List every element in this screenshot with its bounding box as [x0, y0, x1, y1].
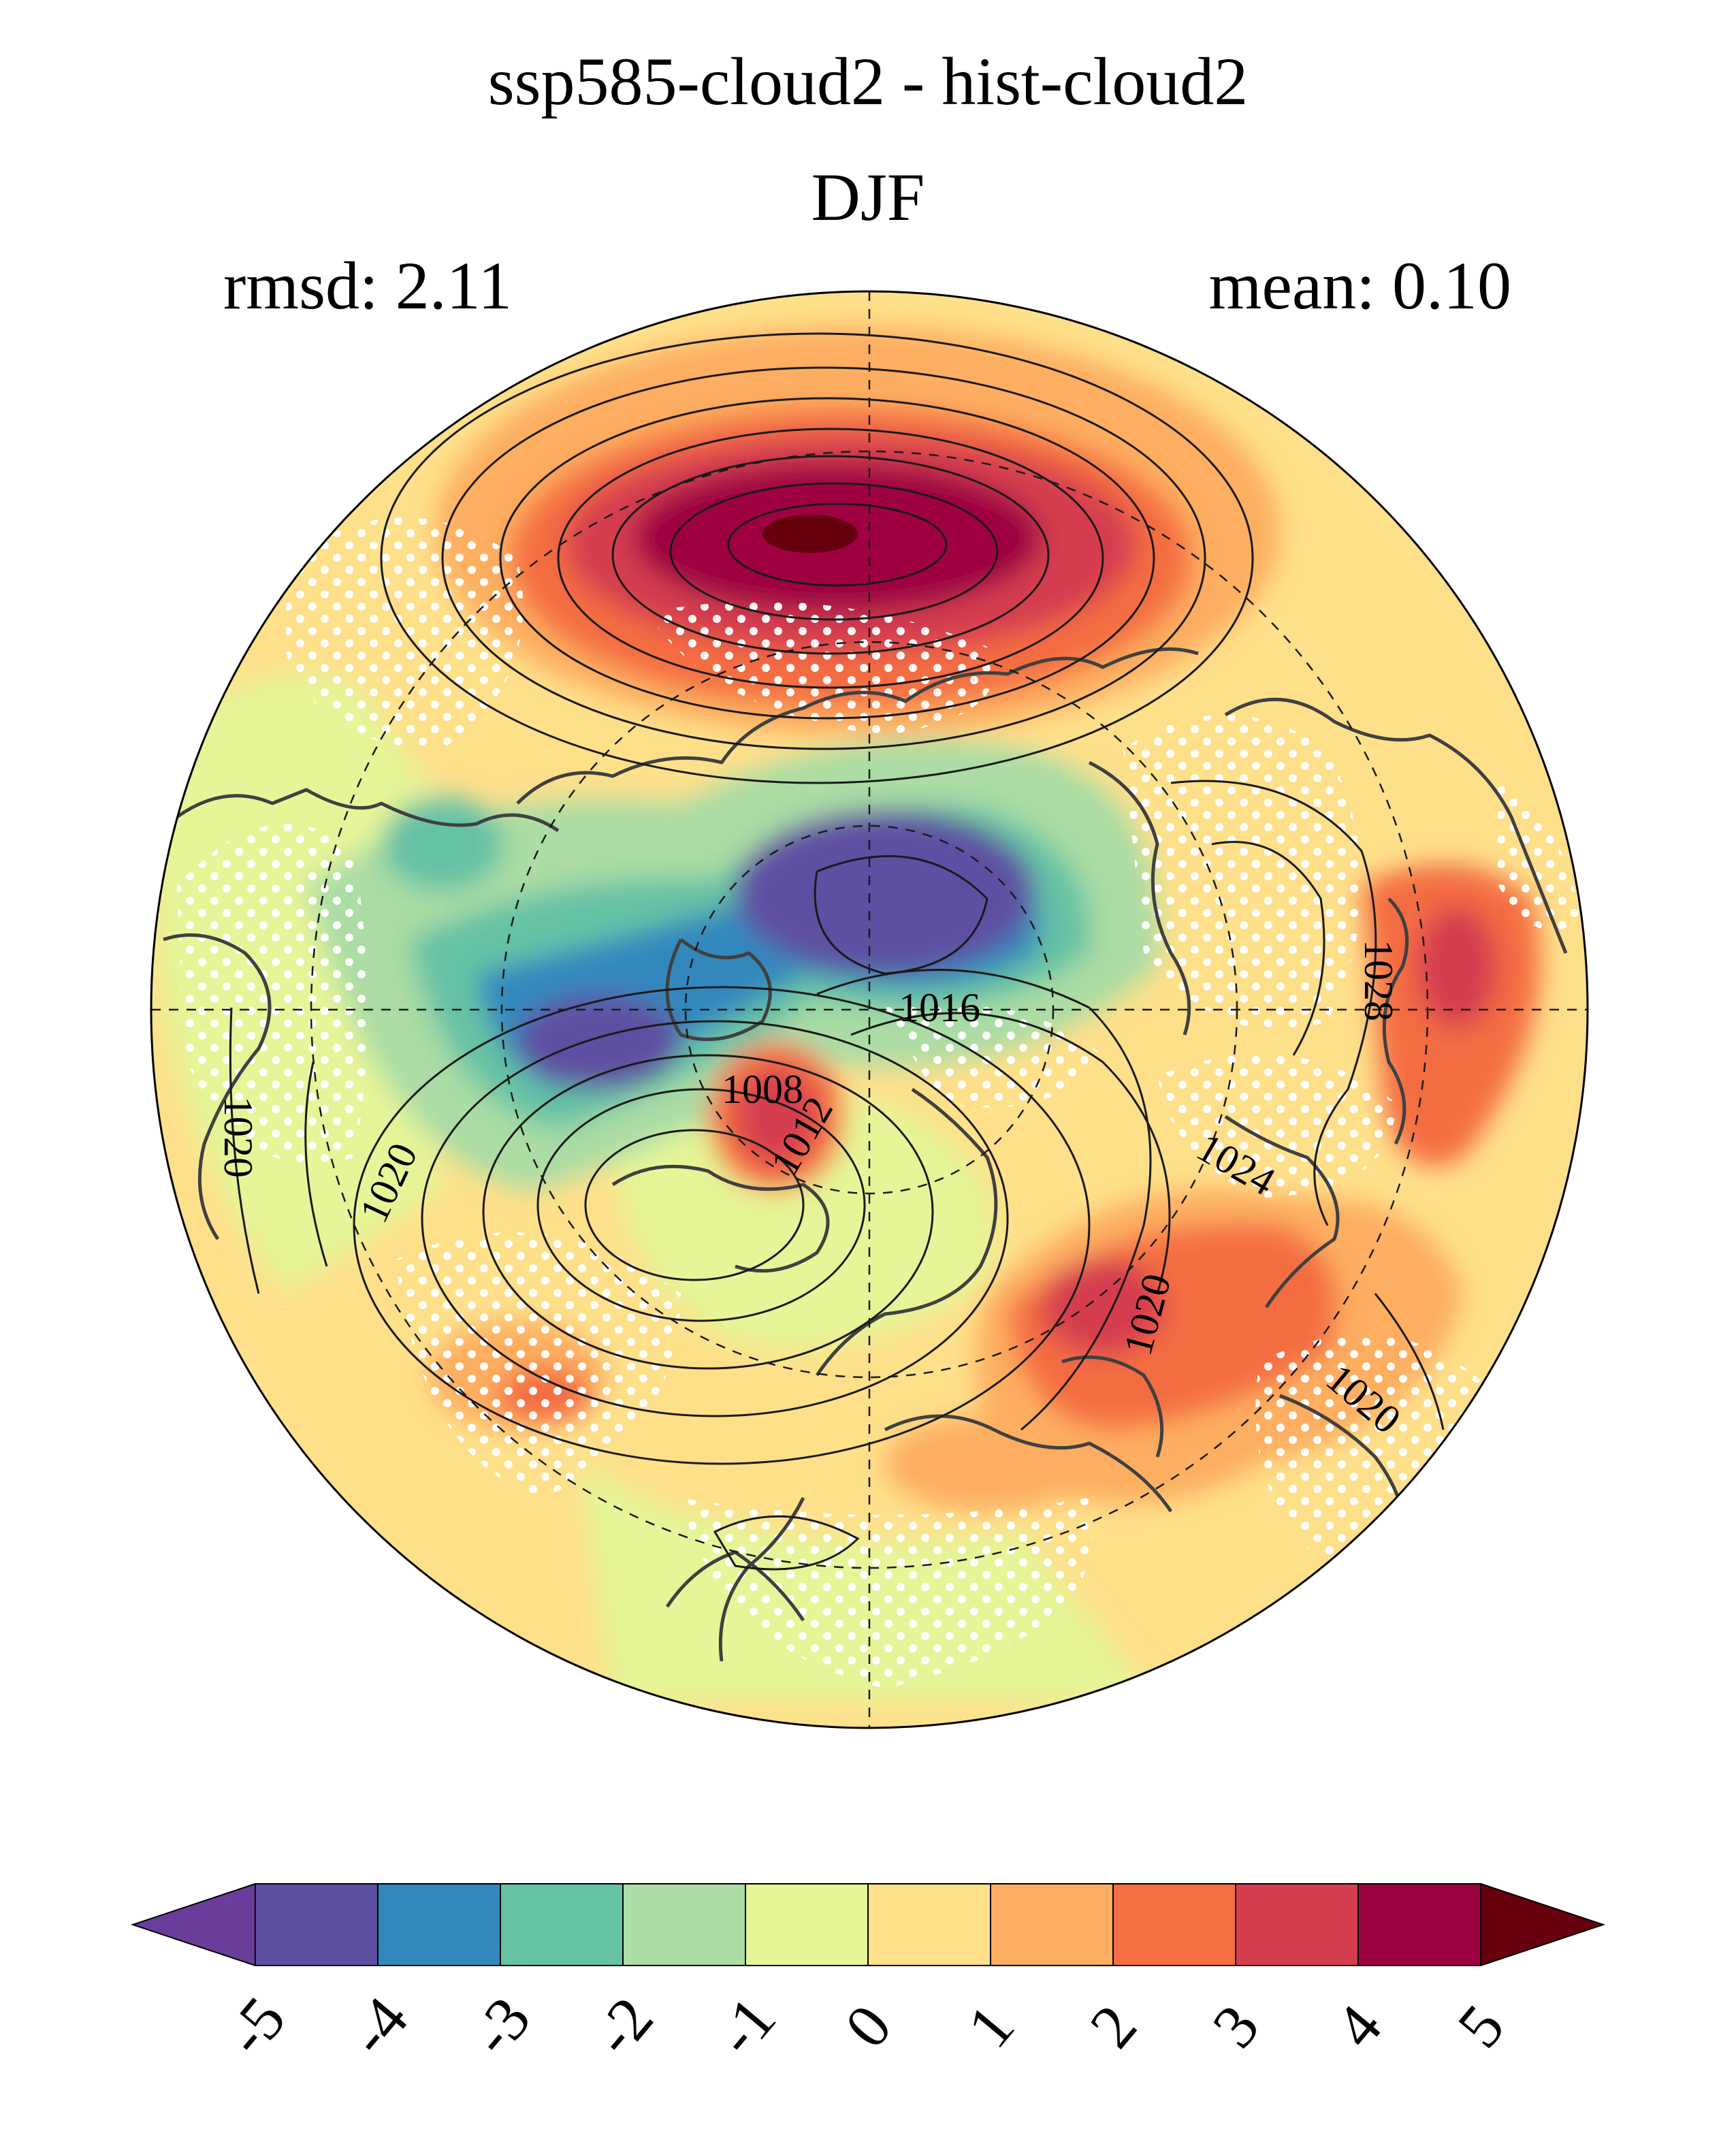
colorbar-box	[867, 1883, 991, 1966]
contour-label-1028: 1028	[1356, 940, 1401, 1021]
anomaly-pacific-max	[762, 515, 858, 553]
anomaly-eurasia-3	[1042, 1260, 1164, 1355]
colorbar-box	[745, 1883, 869, 1966]
anomaly-green-central	[613, 1093, 994, 1350]
figure-subtitle: DJF	[811, 159, 925, 235]
polar-map: 1008 1012 1016 1020 1020 1020 1024 1028 …	[150, 290, 1589, 1729]
map-boundary	[150, 290, 1589, 1729]
mean-label: mean: 0.10	[1208, 248, 1511, 323]
colorbar-box	[500, 1883, 624, 1966]
anomaly-arctic-4	[735, 810, 1035, 974]
anomaly-eastasia-2	[1416, 905, 1498, 1028]
contour-label-1016: 1016	[899, 985, 980, 1030]
colorbar-box	[990, 1883, 1114, 1966]
colorbar-box	[1112, 1883, 1236, 1966]
colorbar-box	[1357, 1883, 1481, 1966]
contour-label-1020-west: 1020	[216, 1096, 261, 1178]
colorbar-box	[255, 1883, 379, 1966]
colorbar-over-arrow	[1480, 1882, 1606, 1967]
slp-contours	[229, 332, 1445, 1571]
colorbar-under-arrow	[130, 1882, 256, 1967]
stippling	[177, 517, 1579, 1688]
colorbar-box	[1235, 1883, 1359, 1966]
colorbar-box	[377, 1883, 501, 1966]
contour-label-1008: 1008	[722, 1067, 803, 1112]
figure-title: ssp585-cloud2 - hist-cloud2	[487, 44, 1249, 119]
graticule	[151, 291, 1588, 1728]
anomaly-pacific-se	[885, 1416, 1089, 1511]
rmsd-label: rmsd: 2.11	[223, 248, 513, 323]
anomaly-greenland-neg	[381, 797, 504, 892]
anomaly-atlantic-2	[735, 1069, 817, 1164]
anomaly-arctic-5	[517, 994, 681, 1089]
colorbar-box	[622, 1883, 746, 1966]
